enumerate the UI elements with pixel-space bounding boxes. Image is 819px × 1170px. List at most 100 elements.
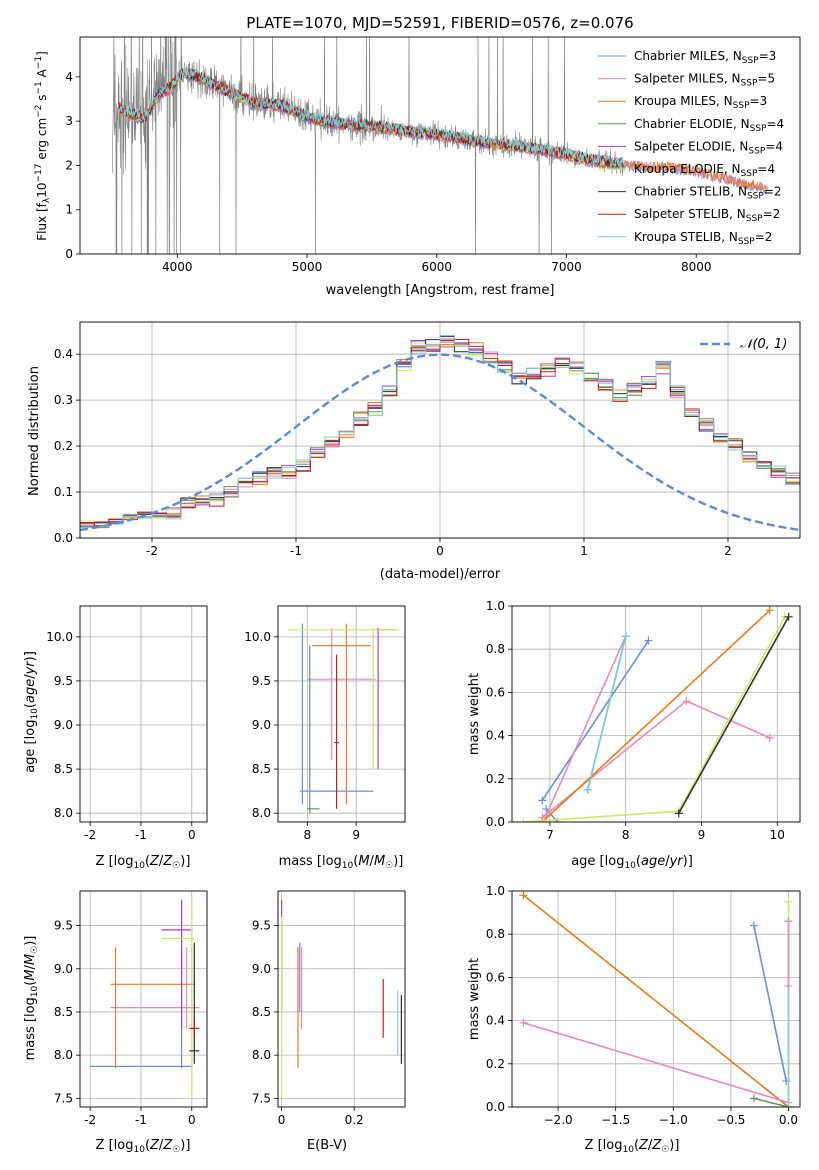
- legend-label: Kroupa ELODIE, NSSP=4: [634, 162, 775, 179]
- legend-subscript: SSP: [741, 169, 758, 179]
- y-tick-label: 0.0: [486, 815, 505, 829]
- legend-subscript: SSP: [733, 101, 750, 111]
- y-tick-label: 0.4: [486, 1014, 505, 1028]
- legend-label: Chabrier MILES, NSSP=3: [634, 49, 776, 66]
- x-tick-label: 8: [303, 828, 311, 842]
- x-tick-label: 0: [188, 1113, 196, 1127]
- data-point-marker: [519, 818, 528, 822]
- x-tick-label: 2: [724, 544, 732, 558]
- y-tick-label: 0.0: [486, 1100, 505, 1114]
- y-tick-label: 8.0: [252, 806, 271, 820]
- legend-label: Chabrier STELIB, NSSP=2: [634, 185, 782, 202]
- y-tick-label: 0.4: [486, 729, 505, 743]
- axes-frame: [511, 605, 801, 823]
- series-line: [753, 925, 787, 1082]
- x-tick-label: 0.2: [345, 1113, 364, 1127]
- y-tick-label: 0.2: [486, 1057, 505, 1071]
- legend-tail: =3: [759, 49, 777, 63]
- series-line: [587, 636, 627, 790]
- y-tick-label: 9.5: [54, 919, 73, 933]
- x-tick-label: 0: [436, 544, 444, 558]
- x-tick-label: 0: [188, 828, 196, 842]
- y-tick-label: 0.6: [486, 685, 505, 699]
- x-tick-label: 6000: [421, 260, 452, 274]
- data-point-marker: [583, 785, 592, 794]
- axes-frame: [79, 890, 208, 1108]
- y-axis-label: mass weight: [467, 958, 482, 1040]
- legend-label: Salpeter MILES, NSSP=5: [634, 72, 775, 89]
- y-tick-label: 9.5: [54, 674, 73, 688]
- legend-subscript: SSP: [742, 56, 759, 66]
- legend-label: Kroupa STELIB, NSSP=2: [634, 230, 772, 247]
- y-tick-label: 9.0: [54, 718, 73, 732]
- x-tick-label: -2: [84, 828, 96, 842]
- y-axis-label: mass weight: [467, 673, 482, 755]
- x-axis-label: wavelength [Angstrom, rest frame]: [326, 283, 555, 298]
- legend-label: Salpeter ELODIE, NSSP=4: [634, 139, 783, 156]
- axes-frame: [79, 321, 801, 539]
- data-point-marker: [749, 921, 758, 930]
- y-tick-label: 0.8: [486, 642, 505, 656]
- y-tick-label: 8.0: [54, 1048, 73, 1062]
- y-tick-label: 0.1: [54, 485, 73, 499]
- plot-area: [519, 891, 793, 1107]
- x-tick-label: -1: [135, 828, 147, 842]
- mass-vs-extinction-panel: 0 0.2 7.5 8.0 8.5 9.0 9.5: [252, 890, 406, 1127]
- series-line: [545, 635, 627, 816]
- y-tick-label: 4: [65, 70, 73, 84]
- y-tick-label: 8.0: [54, 806, 73, 820]
- y-tick-label: 10.0: [46, 630, 73, 644]
- series-line: [541, 700, 771, 819]
- y-axis-label: Normed distribution: [27, 366, 42, 496]
- x-axis-label: Z [log10(Z/Z☉)]: [585, 1138, 680, 1155]
- y-tick-label: 0.2: [54, 439, 73, 453]
- y-tick-label: 1.0: [486, 884, 505, 898]
- x-tick-label: -2: [84, 1113, 96, 1127]
- legend-tail: =4: [765, 139, 783, 153]
- legend-label: 𝒩(0, 1): [740, 337, 787, 352]
- x-tick-label: 8: [622, 828, 630, 842]
- y-tick-label: 2: [65, 158, 73, 172]
- plot-area: [90, 624, 204, 814]
- data-point-marker: [519, 1018, 528, 1027]
- legend-label: Salpeter STELIB, NSSP=2: [634, 207, 780, 224]
- y-tick-label: 9.5: [252, 674, 271, 688]
- histogram-step-line: [80, 339, 800, 538]
- series-line: [753, 1097, 789, 1107]
- legend-tail: =3: [750, 94, 768, 108]
- x-tick-label: 9: [698, 828, 706, 842]
- y-tick-label: 1.0: [486, 599, 505, 613]
- data-point-marker: [519, 891, 528, 900]
- axes-frame: [277, 890, 406, 1108]
- series-line: [523, 616, 786, 822]
- y-tick-label: 0: [65, 247, 73, 261]
- x-tick-label: −0.5: [716, 1113, 745, 1127]
- x-axis-label: Z [log10(Z/Z☉)]: [96, 854, 191, 871]
- residual-histogram-panel: -2 -1 0 1 2 0.0 0.1 0.2 0.3 0.4 𝒩(0, 1) (data-mode…: [27, 321, 801, 582]
- plot-area: [281, 899, 402, 1099]
- data-point-marker: [644, 636, 653, 645]
- axes-frame: [277, 605, 406, 823]
- legend-subscript: SSP: [750, 124, 767, 134]
- legend-tail: =5: [757, 72, 775, 86]
- y-tick-label: 8.5: [252, 1005, 271, 1019]
- series-line: [523, 1022, 789, 1104]
- legend-tail: =2: [755, 230, 773, 244]
- mass-weight-vs-age-panel: 7 8 9 10 0.0 0.2 0.4 0.6 0.8 1.0: [486, 599, 801, 842]
- legend-tail: =4: [757, 162, 775, 176]
- y-tick-label: 1: [65, 203, 73, 217]
- histogram-step-line: [80, 342, 800, 538]
- y-tick-label: 3: [65, 114, 73, 128]
- x-axis-label: Z [log10(Z/Z☉)]: [96, 1138, 191, 1155]
- x-tick-label: 1: [580, 544, 588, 558]
- series-line: [678, 616, 790, 814]
- series-line: [541, 609, 771, 822]
- y-tick-label: 8.5: [54, 1005, 73, 1019]
- legend-tail: =4: [766, 117, 784, 131]
- x-tick-label: -1: [290, 544, 302, 558]
- spectrum-panel: PLATE=1070, MJD=52591, FIBERID=0576, z=0…: [34, 14, 801, 298]
- data-point-marker: [538, 818, 547, 822]
- x-axis-label: age [log10(age/yr)]: [571, 854, 693, 871]
- y-tick-label: 7.5: [54, 1091, 73, 1105]
